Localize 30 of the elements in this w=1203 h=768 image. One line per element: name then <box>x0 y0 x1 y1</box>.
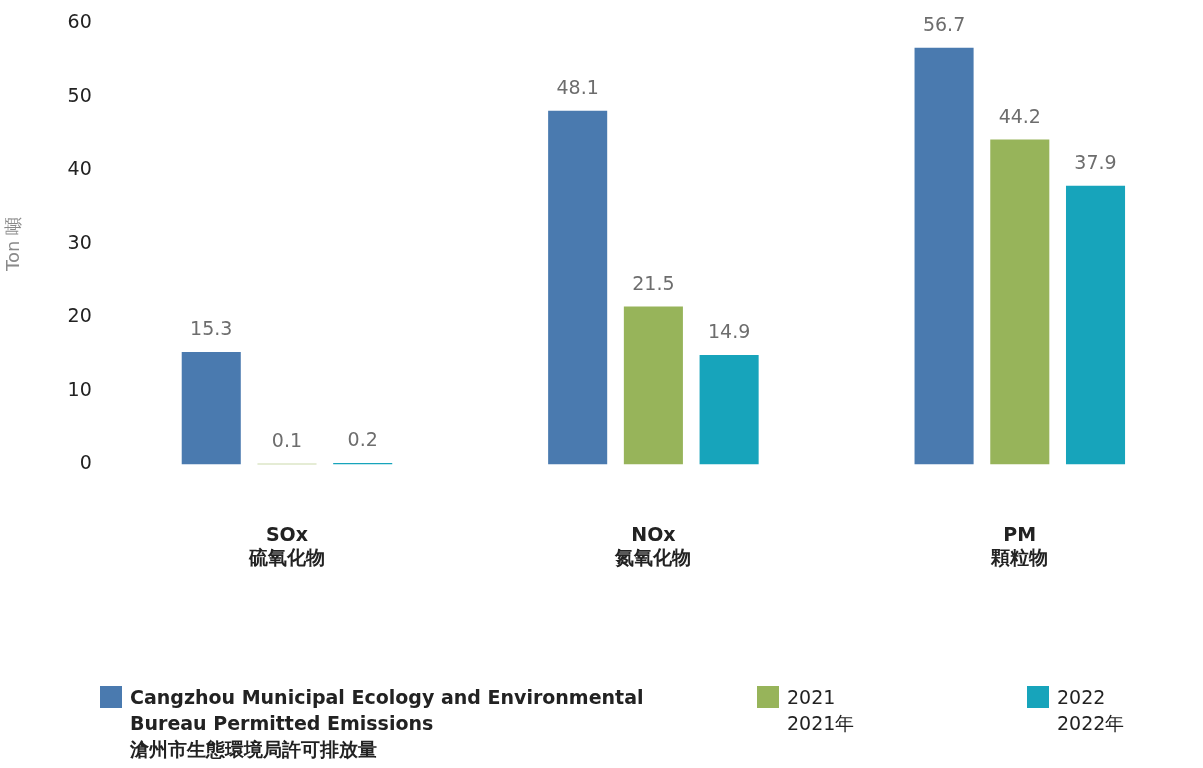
y-tick-label: 10 <box>67 377 92 400</box>
legend-label: 2022 2022年 <box>1057 685 1125 736</box>
y-tick-label: 60 <box>67 10 92 33</box>
bar <box>914 47 974 465</box>
bar <box>990 139 1050 465</box>
bar <box>548 110 608 465</box>
data-label: 44.2 <box>998 104 1041 127</box>
x-tick-label: PM 顆粒物 <box>990 522 1049 568</box>
legend-label: Cangzhou Municipal Ecology and Environmental Bureau Permitted Emissions 滄州市生態環境局許可排放量 <box>130 685 645 762</box>
x-tick-label: SOx 硫氧化物 <box>247 522 325 568</box>
y-tick-label: 30 <box>67 230 92 253</box>
data-label: 37.9 <box>1074 151 1117 174</box>
bar <box>181 351 241 465</box>
data-label: 0.1 <box>271 429 303 452</box>
data-label: 56.7 <box>922 13 966 36</box>
data-label: 15.3 <box>190 317 233 340</box>
y-tick-label: 50 <box>67 83 92 106</box>
y-tick-label: 0 <box>79 451 92 474</box>
y-tick-label: 20 <box>67 304 92 327</box>
x-tick-label: NOx 氮氧化物 <box>614 522 692 568</box>
data-label: 0.2 <box>347 428 378 451</box>
data-label: 48.1 <box>556 76 599 99</box>
bar <box>699 354 759 465</box>
y-tick-label: 40 <box>67 157 92 180</box>
bar <box>623 306 683 465</box>
y-axis-title: Ton 噸 <box>2 216 24 272</box>
data-label: 21.5 <box>632 271 675 294</box>
data-label: 14.9 <box>707 320 751 343</box>
legend-label: 2021 2021年 <box>787 685 855 736</box>
bar <box>1065 185 1126 465</box>
